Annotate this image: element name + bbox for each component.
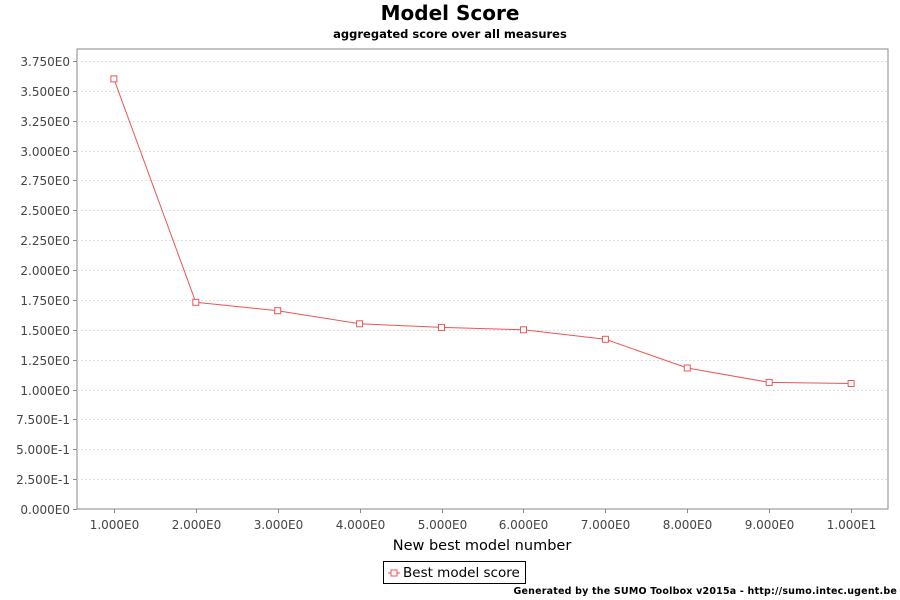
data-point [192,298,200,306]
legend-label: Best model score [403,564,520,581]
data-point [356,320,364,328]
y-tick-label: 3.500E0 [20,85,70,99]
y-tick-label: 3.250E0 [20,115,70,129]
y-tick-label: 2.750E0 [20,174,70,188]
y-tick-label: 2.250E0 [20,234,70,248]
y-tick-label: 1.500E0 [20,324,70,338]
y-tick-label: 5.000E-1 [16,443,70,457]
y-tick-label: 1.250E0 [20,354,70,368]
x-tick-label: 4.000E0 [336,518,386,532]
y-tick-label: 0.000E0 [20,503,70,517]
y-tick-label: 3.750E0 [20,55,70,69]
x-tick-label: 5.000E0 [418,518,468,532]
x-tick-label: 6.000E0 [499,518,549,532]
data-point [438,323,445,331]
data-point [274,307,282,315]
series-line [113,78,852,384]
legend-swatch-icon [388,569,400,576]
x-axis: 1.000E0 2.000E0 3.000E0 4.000E0 5.000E0 6.000… [90,509,877,532]
x-tick-label: 1.000E1 [827,518,877,532]
gridlines [77,61,888,480]
y-tick-label: 7.500E-1 [16,413,70,427]
data-point [601,335,609,343]
x-tick-label: 8.000E0 [663,518,713,532]
series-group [110,75,855,387]
data-point [683,364,691,372]
y-tick-label: 1.000E0 [20,384,70,398]
chart-title: Model Score [380,1,520,25]
legend: Best model score [383,561,526,584]
x-tick-label: 1.000E0 [90,518,140,532]
footer-credit: Generated by the SUMO Toolbox v2015a - h… [513,586,897,597]
data-point [765,378,773,386]
x-tick-label: 2.000E0 [172,518,222,532]
y-tick-label: 2.500E0 [20,204,70,218]
x-tick-label: 7.000E0 [581,518,631,532]
plot-area [76,48,889,510]
data-point [847,380,855,387]
y-tick-label: 2.500E-1 [16,473,70,487]
y-tick-label: 1.750E0 [20,294,70,308]
y-tick-label: 2.000E0 [20,264,70,278]
y-tick-label: 3.000E0 [20,145,70,159]
data-point [520,326,527,334]
y-axis: 0.000E0 2.500E-1 5.000E-1 7.500E-1 1.000E0 1.… [16,55,77,517]
chart-subtitle: aggregated score over all measures [333,27,567,41]
x-tick-label: 9.000E0 [745,518,795,532]
x-axis-label: New best model number [393,538,572,554]
plot-frame [76,48,889,510]
x-tick-label: 3.000E0 [254,518,304,532]
data-point [110,75,118,83]
